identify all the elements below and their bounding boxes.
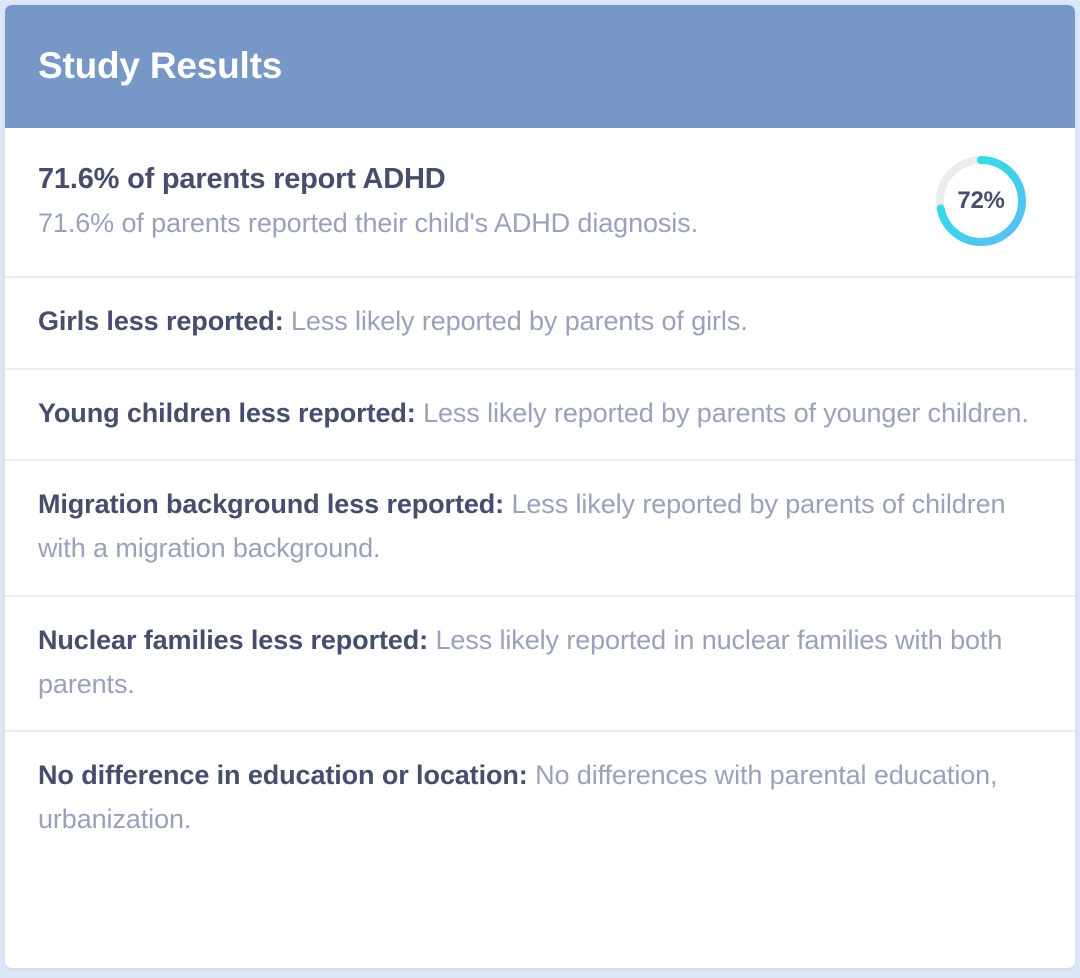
fact-description: Less likely reported in nuclear families… [38, 624, 1003, 699]
result-row: No difference in education or location: … [5, 732, 1075, 865]
results-list: 71.6% of parents report ADHD 71.6% of pa… [5, 128, 1075, 866]
featured-text-block: 71.6% of parents report ADHD 71.6% of pa… [38, 161, 916, 241]
fact-description: Less likely reported by parents of child… [38, 489, 1006, 564]
result-row: Young children less reported: Less likel… [5, 370, 1075, 462]
card-header: Study Results [5, 5, 1075, 128]
result-row-featured: 71.6% of parents report ADHD 71.6% of pa… [5, 128, 1075, 278]
featured-description: 71.6% of parents reported their child's … [38, 208, 699, 239]
fact-text: Nuclear families less reported: Less lik… [38, 619, 1038, 706]
progress-donut-chart: 72% [932, 152, 1030, 250]
fact-description: Less likely reported by parents of girls… [291, 306, 748, 336]
fact-text: Young children less reported: Less likel… [38, 392, 1029, 436]
result-row: Girls less reported: Less likely reporte… [5, 278, 1075, 370]
fact-label: Girls less reported: [38, 306, 284, 336]
study-results-card: Study Results 71.6% of parents report AD… [5, 5, 1075, 968]
fact-text: Migration background less reported: Less… [38, 483, 1038, 570]
fact-description: No differences with parental education, … [38, 760, 998, 835]
fact-label: No difference in education or location: [38, 760, 528, 791]
fact-label: Young children less reported: [38, 397, 416, 428]
fact-text: No difference in education or location: … [38, 754, 1038, 841]
page-title: Study Results [38, 45, 283, 87]
fact-description: Less likely reported by parents of young… [423, 397, 1029, 428]
featured-title: 71.6% of parents report ADHD [38, 162, 446, 195]
fact-label: Nuclear families less reported: [38, 624, 429, 655]
result-row: Migration background less reported: Less… [5, 461, 1075, 597]
fact-label: Migration background less reported: [38, 489, 505, 520]
fact-text: Girls less reported: Less likely reporte… [38, 300, 748, 344]
result-row: Nuclear families less reported: Less lik… [5, 597, 1075, 733]
gauge-value-label: 72% [957, 187, 1005, 214]
